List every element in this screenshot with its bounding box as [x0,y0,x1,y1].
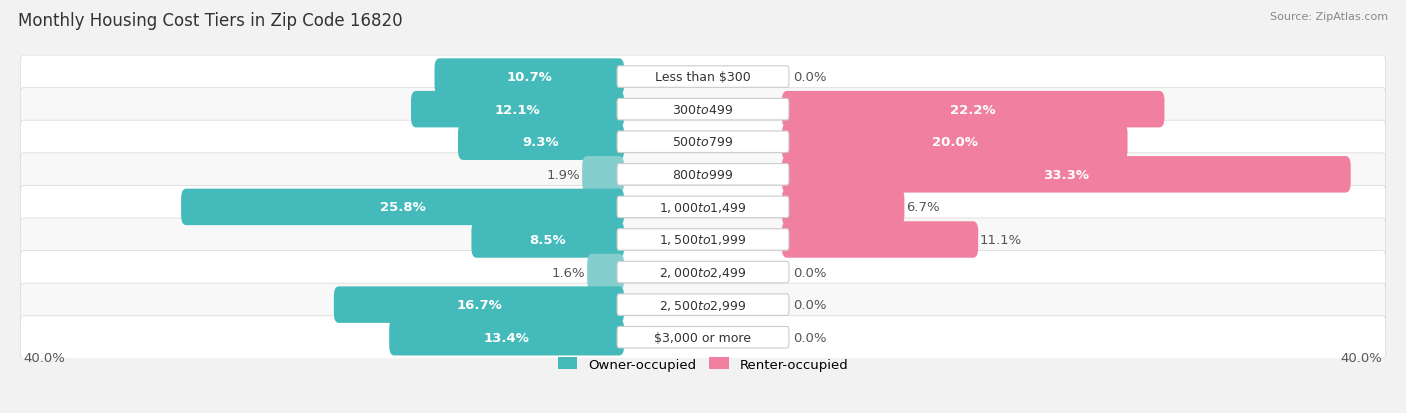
FancyBboxPatch shape [588,254,624,291]
FancyBboxPatch shape [389,319,624,356]
FancyBboxPatch shape [333,287,624,323]
Text: 13.4%: 13.4% [484,331,530,344]
Text: $1,000 to $1,499: $1,000 to $1,499 [659,200,747,214]
Text: 22.2%: 22.2% [950,103,995,116]
Text: Monthly Housing Cost Tiers in Zip Code 16820: Monthly Housing Cost Tiers in Zip Code 1… [18,12,404,30]
Text: 9.3%: 9.3% [523,136,560,149]
Text: 10.7%: 10.7% [506,71,553,84]
FancyBboxPatch shape [617,262,789,283]
Text: $2,000 to $2,499: $2,000 to $2,499 [659,266,747,279]
FancyBboxPatch shape [434,59,624,95]
FancyBboxPatch shape [20,251,1386,294]
Text: 25.8%: 25.8% [380,201,426,214]
Text: $300 to $499: $300 to $499 [672,103,734,116]
FancyBboxPatch shape [20,154,1386,196]
FancyBboxPatch shape [617,294,789,316]
Text: 0.0%: 0.0% [793,71,827,84]
Text: $500 to $799: $500 to $799 [672,136,734,149]
Text: $2,500 to $2,999: $2,500 to $2,999 [659,298,747,312]
FancyBboxPatch shape [617,197,789,218]
Text: 0.0%: 0.0% [793,299,827,311]
Text: 33.3%: 33.3% [1043,169,1090,181]
FancyBboxPatch shape [782,92,1164,128]
FancyBboxPatch shape [782,157,1351,193]
Text: 11.1%: 11.1% [980,233,1022,247]
FancyBboxPatch shape [20,283,1386,326]
Text: 1.6%: 1.6% [553,266,585,279]
Text: 6.7%: 6.7% [905,201,939,214]
Text: $1,500 to $1,999: $1,500 to $1,999 [659,233,747,247]
FancyBboxPatch shape [20,316,1386,359]
Text: Source: ZipAtlas.com: Source: ZipAtlas.com [1270,12,1388,22]
Text: $800 to $999: $800 to $999 [672,169,734,181]
Text: 16.7%: 16.7% [456,299,502,311]
Legend: Owner-occupied, Renter-occupied: Owner-occupied, Renter-occupied [553,352,853,376]
FancyBboxPatch shape [617,164,789,185]
Text: $3,000 or more: $3,000 or more [655,331,751,344]
Text: 0.0%: 0.0% [793,266,827,279]
Text: 1.9%: 1.9% [547,169,581,181]
Text: 8.5%: 8.5% [530,233,567,247]
FancyBboxPatch shape [20,186,1386,229]
Text: 0.0%: 0.0% [793,331,827,344]
Text: 20.0%: 20.0% [932,136,977,149]
Text: 12.1%: 12.1% [495,103,540,116]
FancyBboxPatch shape [181,189,624,225]
FancyBboxPatch shape [20,88,1386,131]
FancyBboxPatch shape [782,124,1128,161]
FancyBboxPatch shape [20,56,1386,99]
FancyBboxPatch shape [471,222,624,258]
FancyBboxPatch shape [617,327,789,348]
Text: 40.0%: 40.0% [24,351,65,364]
FancyBboxPatch shape [582,157,624,193]
FancyBboxPatch shape [458,124,624,161]
Text: 40.0%: 40.0% [1341,351,1382,364]
FancyBboxPatch shape [782,222,979,258]
FancyBboxPatch shape [782,189,904,225]
FancyBboxPatch shape [617,66,789,88]
FancyBboxPatch shape [20,121,1386,164]
FancyBboxPatch shape [20,218,1386,261]
FancyBboxPatch shape [411,92,624,128]
FancyBboxPatch shape [617,229,789,251]
FancyBboxPatch shape [617,99,789,121]
Text: Less than $300: Less than $300 [655,71,751,84]
FancyBboxPatch shape [617,132,789,153]
